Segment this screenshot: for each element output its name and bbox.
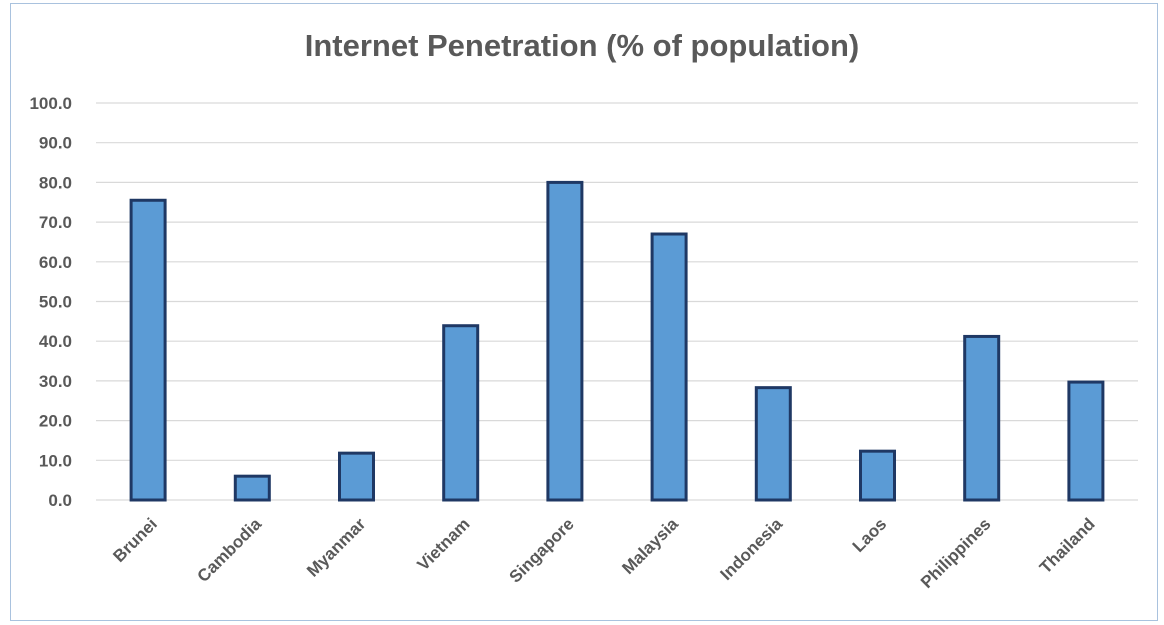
y-tick-label: 10.0	[39, 451, 72, 470]
x-tick-label: Vietnam	[414, 514, 474, 574]
bar-brunei	[129, 198, 167, 502]
y-tick-label: 30.0	[39, 372, 72, 391]
x-tick-label: Singapore	[506, 514, 578, 586]
bars	[129, 180, 1105, 502]
y-tick-label: 70.0	[39, 213, 72, 232]
x-axis-ticks: Brunei Cambodia Myanmar Vietnam Singapore Mal…	[109, 514, 1098, 592]
y-tick-label: 0.0	[48, 491, 72, 510]
bar-malaysia	[650, 232, 688, 502]
x-tick-label: Myanmar	[303, 514, 369, 580]
x-tick-label: Thailand	[1036, 514, 1099, 577]
bar-indonesia	[754, 386, 792, 502]
bar-singapore	[546, 180, 584, 502]
y-tick-label: 20.0	[39, 412, 72, 431]
bar-philippines	[963, 334, 1001, 502]
x-tick-label: Philippines	[917, 514, 995, 592]
x-tick-label: Malaysia	[618, 514, 682, 578]
x-tick-label: Cambodia	[194, 514, 266, 586]
x-tick-label: Brunei	[109, 514, 161, 566]
bar-laos	[859, 449, 896, 502]
x-tick-label: Laos	[849, 514, 890, 555]
y-tick-label: 80.0	[39, 173, 72, 192]
y-tick-label: 50.0	[39, 293, 72, 312]
y-tick-label: 100.0	[29, 94, 72, 113]
y-tick-label: 60.0	[39, 253, 72, 272]
x-tick-label: Indonesia	[717, 514, 787, 584]
chart-frame	[10, 3, 1158, 621]
y-axis-ticks: 0.0 10.0 20.0 30.0 40.0 50.0 60.0 70.0 80.0 90.0 1…	[29, 94, 72, 510]
y-tick-label: 90.0	[39, 134, 72, 153]
bar-cambodia	[233, 474, 271, 502]
bar-thailand	[1067, 380, 1105, 502]
bar-myanmar	[338, 451, 375, 502]
chart-title: Internet Penetration (% of population)	[304, 28, 860, 63]
bar-vietnam	[442, 324, 480, 502]
y-tick-label: 40.0	[39, 332, 72, 351]
